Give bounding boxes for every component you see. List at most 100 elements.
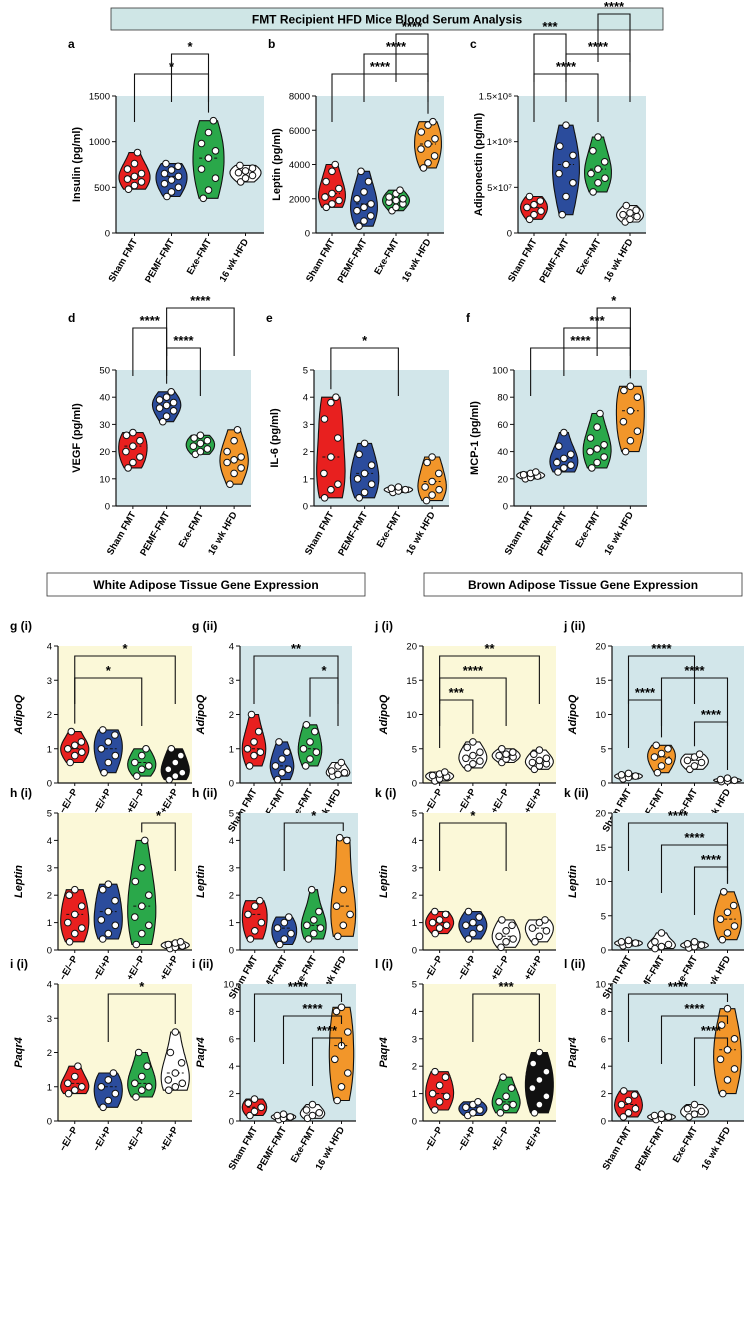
- data-point: [190, 434, 198, 442]
- significance-bracket: [627, 655, 696, 704]
- data-point: [423, 458, 431, 467]
- data-point: [340, 768, 349, 777]
- data-point: [100, 768, 108, 777]
- x-tick-label: +E/+P: [522, 953, 545, 982]
- data-point: [97, 916, 106, 924]
- data-point: [586, 447, 594, 456]
- y-tick-label: 20: [595, 809, 606, 820]
- data-point: [633, 427, 642, 436]
- y-tick-label: 0: [601, 1117, 606, 1128]
- x-tick-label: 16 wk HFD: [314, 1125, 348, 1172]
- data-point: [535, 1100, 544, 1109]
- data-point: [196, 431, 205, 440]
- data-point: [286, 1113, 295, 1121]
- y-axis-label: Leptin (pg/ml): [271, 128, 283, 201]
- data-point: [104, 929, 113, 938]
- data-point: [160, 169, 169, 178]
- y-tick-label: 0: [47, 779, 52, 790]
- x-tick-label: PEMF-FMT: [255, 1125, 289, 1173]
- significance-bracket: [533, 33, 567, 82]
- data-point: [630, 1091, 639, 1099]
- data-point: [531, 938, 539, 946]
- data-point: [650, 753, 659, 761]
- significance-label: ****: [651, 641, 672, 656]
- data-point: [528, 758, 537, 767]
- significance-label: ****: [684, 663, 705, 678]
- significance-label: ****: [701, 1023, 722, 1038]
- data-point: [339, 885, 348, 894]
- data-point: [130, 181, 139, 190]
- data-point: [234, 168, 243, 177]
- significance-label: ****: [370, 59, 391, 74]
- data-point: [78, 1083, 86, 1091]
- data-point: [164, 1076, 173, 1084]
- data-point: [441, 910, 450, 919]
- data-point: [299, 745, 308, 753]
- data-point: [130, 159, 139, 168]
- panel-label: k (ii): [564, 786, 589, 800]
- x-tick-label: Sham FMT: [506, 237, 540, 284]
- panel-label: l (ii): [564, 957, 585, 971]
- data-point: [617, 771, 626, 779]
- significance-bracket: [309, 677, 339, 726]
- x-tick-label: −E/−P: [58, 786, 81, 815]
- data-point: [435, 924, 444, 932]
- data-point: [131, 1079, 139, 1088]
- y-tick-label: 1: [229, 744, 234, 755]
- data-point: [155, 396, 164, 404]
- data-point: [308, 1111, 317, 1120]
- x-tick-label: Exe-FMT: [185, 237, 214, 277]
- data-point: [111, 1089, 120, 1098]
- y-tick-label: 1: [47, 744, 52, 755]
- y-tick-label: 4: [412, 836, 417, 847]
- y-tick-label: 5: [412, 744, 417, 755]
- data-point: [104, 1096, 113, 1105]
- data-point: [124, 464, 132, 472]
- data-point: [339, 921, 348, 930]
- chart-panel-l_i: 0 1 2 3 4 5 Paqr4 l (i) −E/−P −E/+P +E/−P +E/+P ***: [375, 957, 556, 1153]
- data-point: [165, 775, 173, 784]
- y-axis-label: Paqr4: [195, 1037, 207, 1068]
- x-tick-label: −E/−P: [422, 953, 445, 982]
- x-tick-label: Sham FMT: [601, 1125, 635, 1172]
- data-point: [132, 940, 141, 949]
- significance-label: ****: [173, 333, 194, 348]
- data-point: [594, 179, 602, 187]
- data-point: [178, 768, 187, 777]
- data-point: [355, 450, 363, 459]
- chart-panel-a: 0 500 1000 1500 Insulin (pg/ml) a Sham FMT PEMF…: [68, 37, 264, 285]
- data-point: [65, 891, 73, 900]
- data-point: [360, 469, 369, 478]
- y-axis-label: IL-6 (pg/ml): [269, 408, 281, 468]
- x-tick-label: Exe-FMT: [671, 1125, 700, 1165]
- data-point: [364, 177, 373, 186]
- x-tick-label: +E/−P: [125, 1124, 148, 1153]
- data-point: [723, 1046, 732, 1054]
- data-point: [332, 393, 340, 402]
- data-point: [567, 461, 575, 470]
- y-tick-label: 5: [412, 809, 417, 820]
- y-tick-label: 5: [412, 980, 417, 991]
- data-point: [111, 921, 120, 930]
- significance-bracket: [660, 1015, 729, 1064]
- y-tick-label: 6: [601, 1034, 606, 1045]
- data-point: [428, 918, 437, 927]
- chart-panel-k_i: 0 1 2 3 4 5 Leptin k (i) −E/−P −E/+P +E/−P +E/+P *: [375, 786, 556, 982]
- data-point: [560, 428, 568, 437]
- y-tick-label: 3: [229, 676, 234, 687]
- data-point: [64, 918, 72, 927]
- panel-label: c: [470, 37, 477, 51]
- y-tick-label: 0: [507, 229, 512, 240]
- significance-label: *: [106, 663, 112, 678]
- data-point: [399, 195, 407, 203]
- x-tick-label: −E/−P: [58, 953, 81, 982]
- data-point: [134, 1048, 143, 1057]
- data-point: [77, 902, 86, 911]
- data-point: [387, 484, 396, 493]
- x-tick-label: PEMF-FMT: [336, 237, 370, 285]
- data-point: [435, 485, 443, 494]
- significance-label: ****: [463, 663, 484, 678]
- panel-label: i (ii): [192, 957, 213, 971]
- y-tick-label: 1: [47, 1082, 52, 1093]
- significance-label: ***: [449, 685, 465, 700]
